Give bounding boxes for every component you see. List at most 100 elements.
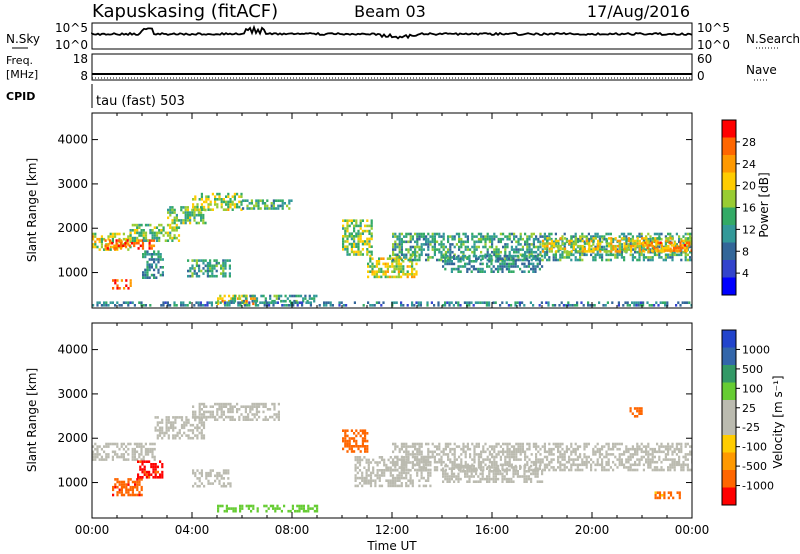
cell [198, 484, 201, 488]
cell [173, 304, 176, 307]
cell [425, 235, 428, 238]
cell [158, 429, 162, 432]
cell [250, 504, 253, 508]
cell [609, 466, 612, 469]
cell [671, 463, 674, 467]
cell [689, 256, 692, 259]
cell [167, 421, 170, 424]
cell [440, 258, 443, 262]
cell [222, 484, 225, 488]
cell [678, 240, 681, 244]
cell [262, 405, 265, 408]
cell [169, 213, 172, 217]
cell [462, 243, 465, 246]
cell [211, 269, 214, 273]
cell [172, 426, 175, 430]
cell [686, 241, 689, 245]
cell [475, 245, 478, 249]
cell [470, 301, 473, 304]
cell [494, 260, 497, 263]
cell [394, 455, 397, 459]
cell [563, 256, 566, 259]
cell [180, 418, 184, 422]
cell [649, 458, 652, 461]
cell [451, 256, 454, 259]
cell [539, 250, 542, 254]
cell [517, 250, 520, 254]
cell [436, 447, 439, 451]
cell [429, 471, 432, 475]
cell [355, 219, 358, 222]
cell [651, 458, 654, 461]
cell [679, 304, 682, 307]
nave-label: Nave [746, 63, 777, 77]
freq-label: Freq. [6, 54, 33, 67]
cell [524, 450, 527, 454]
cell [362, 304, 365, 307]
cell [418, 458, 421, 461]
cell [368, 242, 371, 246]
cell [354, 466, 357, 469]
cell [537, 458, 540, 461]
cell [287, 509, 290, 513]
cell [396, 253, 399, 257]
cell [154, 429, 157, 432]
cell [158, 431, 162, 435]
cell [530, 472, 533, 476]
cell [656, 232, 659, 236]
cell [623, 463, 626, 467]
cell [689, 450, 692, 454]
cell [233, 198, 236, 201]
cell [532, 232, 535, 236]
cell [397, 265, 400, 268]
cell [546, 455, 549, 459]
cell [353, 450, 356, 453]
cell [670, 244, 673, 247]
cell [108, 241, 112, 245]
cell [649, 463, 652, 467]
cell [154, 463, 157, 466]
cell [217, 504, 220, 508]
cell [686, 249, 689, 252]
cell [283, 304, 286, 307]
cell [236, 410, 239, 414]
cell [651, 256, 654, 259]
cell [638, 235, 641, 238]
cell [200, 431, 203, 435]
cell [220, 477, 223, 480]
cell [356, 458, 359, 462]
cell [669, 247, 672, 251]
cell [574, 458, 577, 461]
cell [248, 304, 251, 307]
cell [466, 470, 469, 473]
cell [361, 458, 364, 462]
cell [116, 287, 119, 290]
cell [125, 485, 128, 489]
cell [216, 418, 219, 421]
cell [140, 447, 143, 451]
cell [572, 253, 575, 257]
cell [411, 235, 414, 238]
cell [155, 263, 158, 266]
cell [585, 460, 588, 464]
cell [387, 482, 390, 485]
cell [446, 262, 449, 266]
cell [510, 248, 513, 251]
cell [187, 421, 190, 424]
cell [685, 237, 688, 240]
cell [157, 253, 160, 256]
cell [100, 447, 103, 451]
cell [420, 460, 423, 464]
cell [348, 235, 351, 238]
cell [427, 458, 430, 462]
cell [619, 250, 622, 253]
cell [658, 491, 662, 494]
cell [510, 304, 513, 307]
cell [427, 232, 430, 236]
x-tick-label: 00:00 [75, 523, 110, 537]
cell [528, 245, 531, 249]
cell [400, 265, 403, 268]
cell [493, 466, 496, 469]
cell [526, 250, 529, 254]
cell [162, 226, 165, 229]
